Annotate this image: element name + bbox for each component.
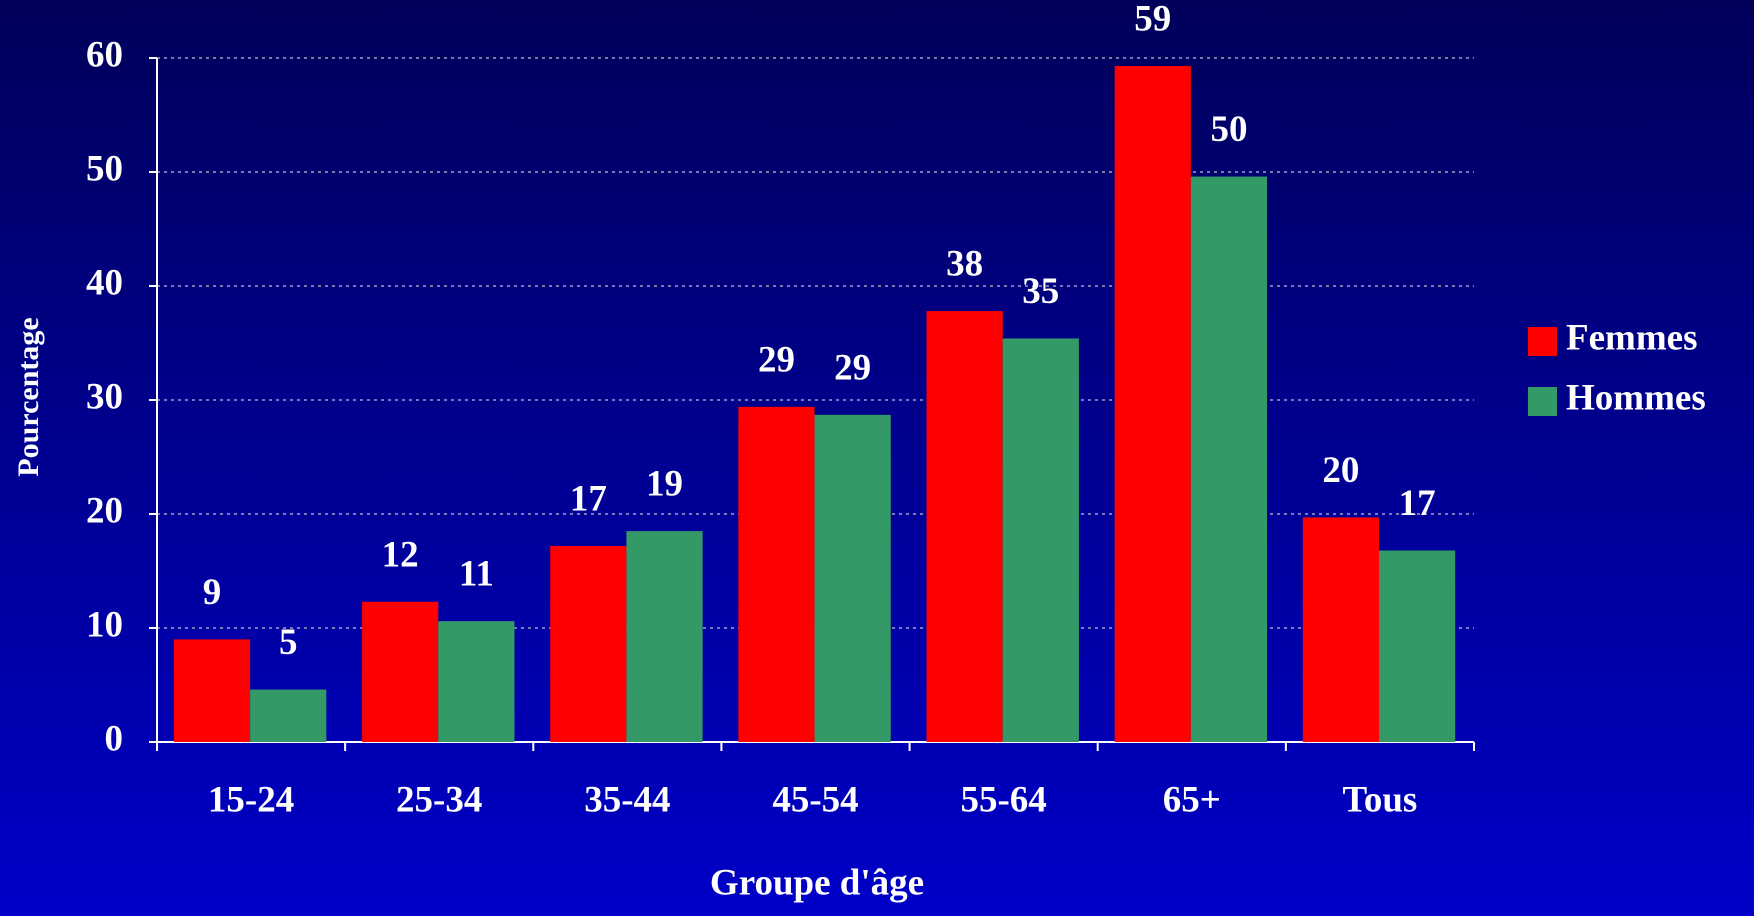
legend-swatch [1528,327,1557,356]
x-tick-label: 55-64 [960,779,1046,820]
data-label: 20 [1322,450,1359,491]
data-label: 38 [946,244,983,285]
x-tick-label: 15-24 [208,779,294,820]
data-label: 35 [1022,271,1059,312]
data-label: 50 [1210,109,1247,150]
y-tick-label: 20 [86,490,123,531]
bar [173,639,251,742]
x-tick-label: 25-34 [396,779,482,820]
bar [362,601,439,742]
bar [1378,550,1456,742]
data-label: 29 [834,347,871,388]
y-axis-title: Pourcentage [12,317,45,476]
x-tick-label: 45-54 [772,779,858,820]
y-tick-label: 0 [105,718,124,759]
data-label: 9 [203,572,222,613]
data-label: 19 [646,464,683,505]
data-label: 17 [1399,483,1436,524]
data-label: 59 [1134,0,1171,39]
y-tick-label: 30 [86,376,123,417]
data-label: 11 [459,554,494,595]
y-tick-label: 10 [86,604,123,645]
data-label: 29 [758,339,795,380]
bar [1002,338,1079,742]
bar [738,406,815,742]
x-tick-label: 35-44 [584,779,670,820]
bar [1114,65,1191,743]
x-tick-label: Tous [1343,779,1418,820]
x-tick-label: 65+ [1163,779,1221,820]
bar [1190,176,1268,742]
legend-swatch [1528,387,1557,416]
bar [438,621,515,742]
data-label: 5 [279,622,298,663]
bar [250,689,327,742]
bar [626,531,703,742]
bar [814,414,891,742]
y-tick-label: 60 [86,34,123,75]
legend-label: Femmes [1566,317,1698,358]
bar [1302,517,1379,742]
y-tick-label: 50 [86,148,123,189]
data-label: 12 [382,534,419,575]
legend-label: Hommes [1566,377,1706,418]
x-axis-title: Groupe d'âge [710,862,924,903]
data-label: 17 [570,478,607,519]
bar [550,545,627,742]
y-tick-label: 40 [86,262,123,303]
bar [926,311,1003,742]
